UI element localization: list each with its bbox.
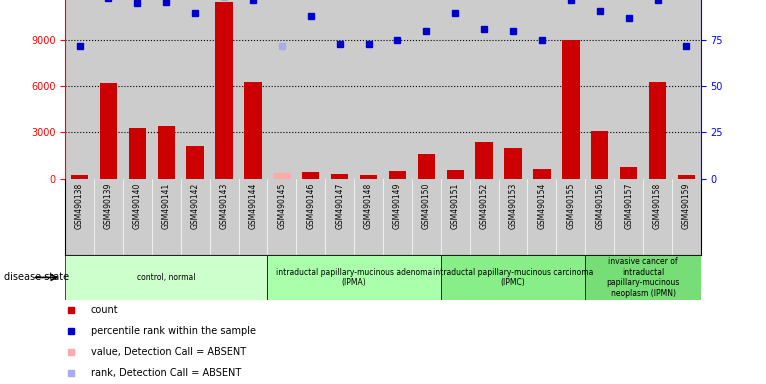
Text: GSM490144: GSM490144 [248,182,257,229]
Text: GSM490141: GSM490141 [162,182,171,228]
Bar [504,148,522,179]
Text: GSM490149: GSM490149 [393,182,402,229]
Text: GSM490159: GSM490159 [682,182,691,229]
Bar [476,142,493,179]
Bar [65,255,267,300]
Bar [267,255,440,300]
Bar [533,169,551,179]
Bar [71,175,88,179]
Text: GSM490150: GSM490150 [422,182,430,229]
Text: intraductal papillary-mucinous adenoma
(IPMA): intraductal papillary-mucinous adenoma (… [276,268,432,287]
Bar [100,83,117,179]
Text: GSM490143: GSM490143 [220,182,228,229]
Text: invasive cancer of
intraductal
papillary-mucinous
neoplasm (IPMN): invasive cancer of intraductal papillary… [607,257,679,298]
Text: percentile rank within the sample: percentile rank within the sample [90,326,256,336]
Text: count: count [90,305,118,315]
Bar [302,172,319,179]
Text: value, Detection Call = ABSENT: value, Detection Call = ABSENT [90,347,246,358]
Bar [158,126,175,179]
Text: GSM490154: GSM490154 [538,182,546,229]
Text: GSM490151: GSM490151 [450,182,460,228]
Text: rank, Detection Call = ABSENT: rank, Detection Call = ABSENT [90,368,241,379]
Bar [273,173,290,179]
Text: GSM490138: GSM490138 [75,182,84,228]
Text: GSM490148: GSM490148 [364,182,373,228]
Bar [186,146,204,179]
Text: GSM490145: GSM490145 [277,182,286,229]
Bar [417,154,435,179]
Text: control, normal: control, normal [137,273,195,282]
Text: GSM490146: GSM490146 [306,182,316,229]
Text: GSM490158: GSM490158 [653,182,662,228]
Text: GSM490157: GSM490157 [624,182,633,229]
Bar [389,171,406,179]
Text: GSM490153: GSM490153 [509,182,518,229]
Bar [678,175,695,179]
Text: GSM490142: GSM490142 [191,182,200,228]
Bar [331,174,349,179]
Text: intraductal papillary-mucinous carcinoma
(IPMC): intraductal papillary-mucinous carcinoma… [433,268,593,287]
Bar [360,175,377,179]
Bar [620,167,637,179]
Text: GSM490156: GSM490156 [595,182,604,229]
Text: GSM490152: GSM490152 [480,182,489,228]
Bar [244,82,262,179]
Text: GSM490140: GSM490140 [133,182,142,229]
Bar [447,170,464,179]
Bar [585,255,701,300]
Bar [129,128,146,179]
Bar [215,2,233,179]
Text: GSM490155: GSM490155 [566,182,575,229]
Text: GSM490139: GSM490139 [104,182,113,229]
Bar [591,131,608,179]
Bar [440,255,585,300]
Bar [562,40,580,179]
Text: GSM490147: GSM490147 [336,182,344,229]
Bar [649,82,666,179]
Text: disease state: disease state [4,272,69,283]
